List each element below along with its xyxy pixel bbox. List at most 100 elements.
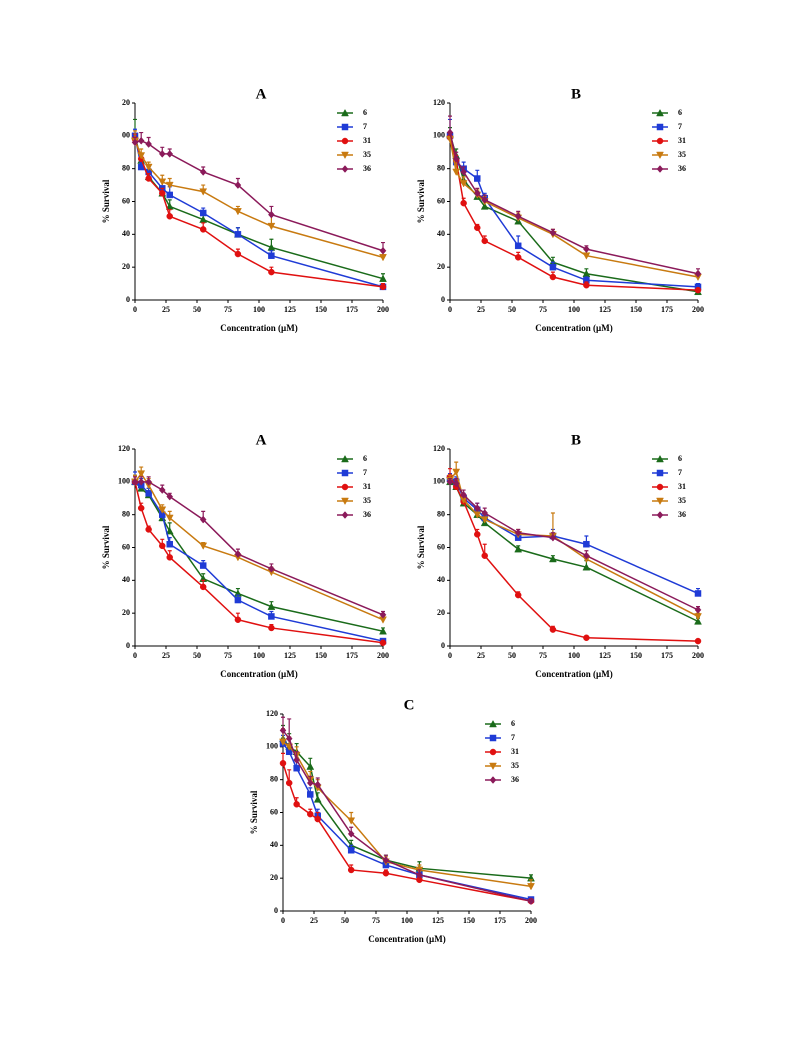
legend-label: 36 (363, 510, 371, 519)
x-tick-label: 175 (494, 916, 506, 925)
x-axis-label: Concentration (µM) (535, 669, 612, 679)
y-tick-label: 100 (433, 477, 445, 486)
x-tick-label: 50 (508, 305, 516, 314)
series-line (449, 133, 699, 293)
marker (137, 470, 146, 478)
marker (234, 596, 242, 604)
marker (379, 627, 387, 635)
marker (379, 639, 387, 646)
series-line (449, 137, 699, 291)
marker (199, 583, 207, 591)
marker (474, 224, 481, 232)
legend-label: 35 (363, 496, 371, 505)
marker (285, 734, 293, 743)
marker (379, 283, 387, 291)
y-tick-label: 60 (437, 196, 445, 205)
legend-label: 35 (511, 761, 519, 770)
y-tick-label: 100 (433, 131, 445, 140)
x-tick-label: 150 (630, 305, 642, 314)
marker (267, 222, 276, 231)
x-axis-label: Concentration (µM) (368, 934, 445, 944)
x-axis-label: Concentration (µM) (535, 323, 612, 333)
marker (199, 188, 208, 196)
legend-marker (341, 108, 349, 117)
marker (293, 764, 300, 772)
y-tick-label: 40 (270, 840, 278, 849)
y-tick-label: 40 (437, 229, 445, 238)
marker (514, 242, 522, 250)
legend-marker (656, 497, 664, 506)
x-tick-label: 125 (599, 305, 611, 314)
x-tick-label: 25 (310, 916, 318, 925)
y-tick-label: 100 (266, 742, 278, 751)
y-axis-label: % Survival (416, 525, 426, 569)
y-tick-label: 40 (437, 575, 445, 584)
legend-label: 6 (511, 719, 515, 728)
marker (514, 591, 522, 599)
marker (694, 613, 702, 621)
legend-label: 35 (678, 150, 686, 159)
marker (549, 533, 557, 542)
marker (234, 181, 242, 189)
x-tick-label: 25 (477, 651, 485, 660)
legend-label: 31 (511, 747, 519, 756)
marker (583, 634, 590, 642)
marker (137, 136, 145, 145)
legend-marker (656, 483, 664, 491)
legend-marker (341, 151, 349, 160)
y-tick-label: 20 (122, 262, 130, 271)
legend-label: 6 (363, 454, 367, 463)
series-line (134, 481, 384, 642)
marker (549, 263, 557, 271)
legend-label: 35 (678, 496, 686, 505)
marker (514, 254, 522, 261)
legend-label: 6 (678, 454, 682, 463)
x-tick-label: 0 (281, 916, 285, 925)
y-tick-label: 0 (274, 906, 278, 915)
x-tick-label: 75 (224, 305, 232, 314)
y-tick-label: 80 (122, 163, 130, 172)
marker (474, 175, 481, 182)
marker (694, 617, 702, 625)
marker (279, 760, 287, 767)
x-tick-label: 100 (253, 305, 265, 314)
marker (166, 213, 173, 220)
marker (166, 540, 173, 548)
marker (306, 779, 314, 787)
chart-title: B (571, 86, 581, 102)
y-tick-label: 80 (270, 774, 278, 783)
marker (268, 210, 275, 219)
marker (234, 250, 242, 258)
series-line (134, 138, 384, 288)
series-line (134, 481, 384, 644)
marker (549, 554, 557, 563)
x-tick-label: 100 (401, 916, 413, 925)
legend-marker (656, 108, 664, 117)
marker (481, 552, 488, 559)
marker (481, 237, 488, 245)
marker (165, 514, 174, 522)
legend-marker (341, 469, 349, 477)
x-tick-label: 75 (539, 651, 547, 660)
x-tick-label: 50 (193, 651, 201, 660)
marker (583, 281, 590, 289)
marker (382, 869, 390, 877)
marker (268, 252, 275, 259)
marker (145, 477, 152, 486)
legend-label: 31 (678, 482, 686, 491)
marker (694, 637, 702, 645)
legend-label: 6 (363, 108, 367, 117)
legend-marker (341, 165, 349, 173)
marker (165, 181, 174, 190)
marker (460, 168, 467, 176)
marker (268, 624, 275, 632)
y-tick-label: 20 (437, 608, 445, 617)
marker (514, 212, 522, 221)
x-axis-label: Concentration (µM) (220, 323, 297, 333)
marker (446, 477, 454, 486)
marker (199, 209, 207, 217)
marker (347, 866, 355, 874)
legend-marker (489, 762, 497, 771)
marker (137, 152, 146, 160)
